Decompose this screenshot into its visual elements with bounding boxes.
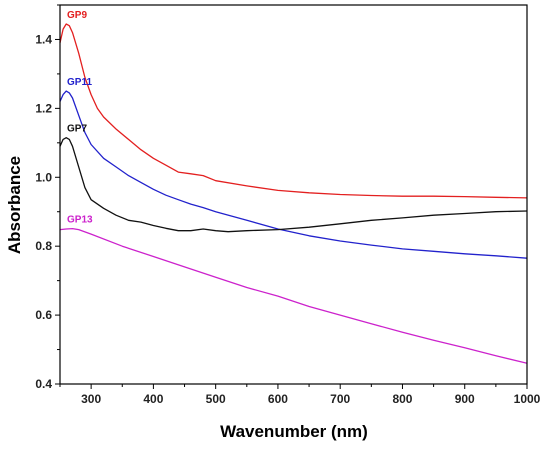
- y-tick-label: 1.0: [35, 170, 52, 184]
- x-tick-label: 800: [392, 392, 412, 406]
- y-axis-title: Absorbance: [5, 156, 24, 254]
- x-axis-title: Wavenumber (nm): [220, 422, 368, 441]
- y-tick-label: 1.4: [35, 32, 52, 46]
- x-tick-label: 500: [206, 392, 226, 406]
- ticks: 300 400 500 600 700 800 900 1000 0.4 0.6 0.8 1.0 1.2…: [35, 4, 541, 406]
- series-line-gp11: [59, 90, 528, 259]
- y-tick-label: 0.6: [35, 308, 52, 322]
- plot-lines: [59, 23, 528, 364]
- axes: [59, 4, 528, 385]
- x-tick-label: 600: [268, 392, 288, 406]
- x-tick-label: 1000: [514, 392, 541, 406]
- series-label-gp11: GP11: [67, 77, 92, 88]
- y-tick-label: 0.4: [35, 377, 52, 391]
- y-tick-label: 1.2: [35, 101, 52, 115]
- series-label-gp13: GP13: [67, 215, 93, 226]
- series-label-gp7: GP7: [67, 124, 87, 135]
- y-tick-label: 0.8: [35, 239, 52, 253]
- series-line-gp9: [59, 23, 528, 199]
- series-line-gp13: [59, 227, 528, 364]
- series-line-gp7: [59, 137, 528, 233]
- x-tick-label: 900: [455, 392, 475, 406]
- x-tick-label: 400: [143, 392, 163, 406]
- series-label-gp9: GP9: [67, 10, 87, 21]
- x-tick-label: 700: [330, 392, 350, 406]
- x-tick-label: 300: [81, 392, 101, 406]
- plot-frame: [59, 4, 528, 385]
- series-labels: GP9 GP11 GP7 GP13: [67, 10, 93, 226]
